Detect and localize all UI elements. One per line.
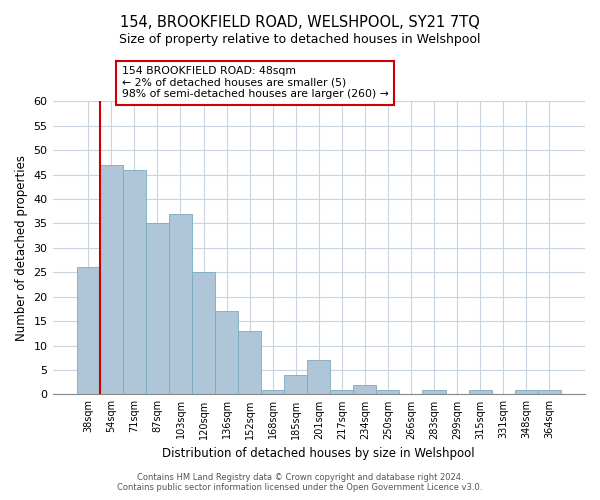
Bar bbox=[307, 360, 330, 394]
Bar bbox=[469, 390, 491, 394]
Bar bbox=[123, 170, 146, 394]
Text: 154, BROOKFIELD ROAD, WELSHPOOL, SY21 7TQ: 154, BROOKFIELD ROAD, WELSHPOOL, SY21 7T… bbox=[120, 15, 480, 30]
Text: Contains HM Land Registry data © Crown copyright and database right 2024.
Contai: Contains HM Land Registry data © Crown c… bbox=[118, 473, 482, 492]
Bar bbox=[353, 384, 376, 394]
X-axis label: Distribution of detached houses by size in Welshpool: Distribution of detached houses by size … bbox=[163, 447, 475, 460]
Bar bbox=[284, 375, 307, 394]
Bar bbox=[422, 390, 446, 394]
Bar bbox=[77, 268, 100, 394]
Text: 154 BROOKFIELD ROAD: 48sqm
← 2% of detached houses are smaller (5)
98% of semi-d: 154 BROOKFIELD ROAD: 48sqm ← 2% of detac… bbox=[122, 66, 389, 99]
Bar bbox=[515, 390, 538, 394]
Text: Size of property relative to detached houses in Welshpool: Size of property relative to detached ho… bbox=[119, 32, 481, 46]
Bar bbox=[538, 390, 561, 394]
Bar bbox=[215, 312, 238, 394]
Bar bbox=[192, 272, 215, 394]
Bar bbox=[376, 390, 400, 394]
Bar bbox=[330, 390, 353, 394]
Bar bbox=[169, 214, 192, 394]
Bar bbox=[146, 224, 169, 394]
Bar bbox=[238, 331, 261, 394]
Bar bbox=[100, 164, 123, 394]
Y-axis label: Number of detached properties: Number of detached properties bbox=[15, 155, 28, 341]
Bar bbox=[261, 390, 284, 394]
